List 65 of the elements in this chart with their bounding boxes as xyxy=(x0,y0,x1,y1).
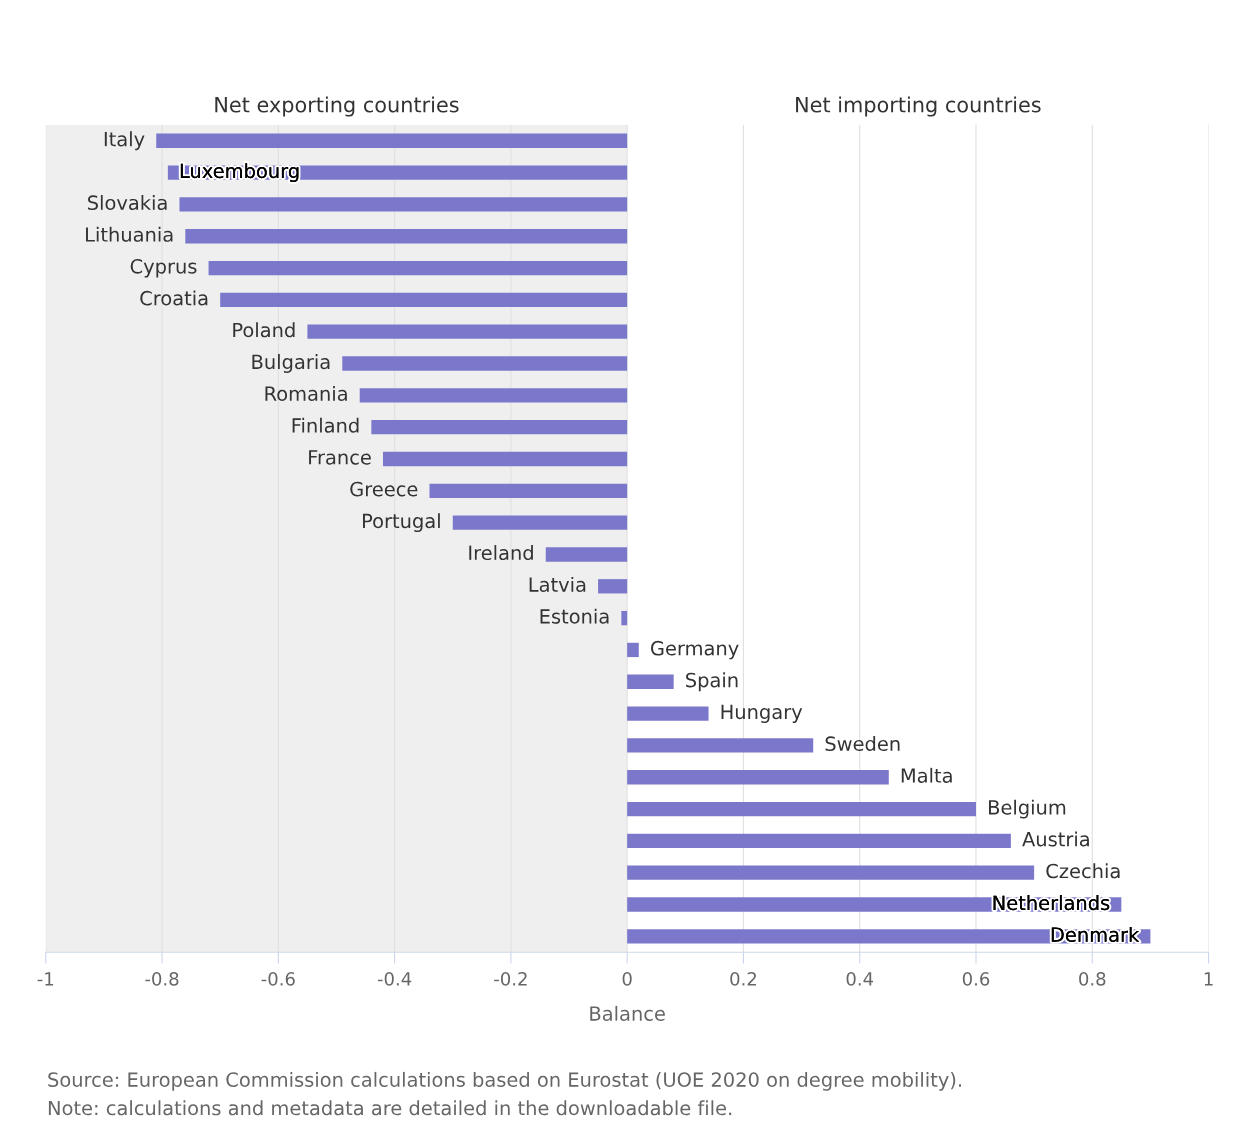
y-tick-label: Hungary xyxy=(721,704,803,723)
bar xyxy=(627,801,976,817)
text: Note: calculations and metadata are detailed in the downloadable file. xyxy=(48,1100,732,1116)
y-tick-label: Sweden xyxy=(825,736,900,752)
y-tick-label: Malta xyxy=(901,767,952,783)
y-tick-label: France xyxy=(309,450,371,465)
y-tick-label: Lithuania xyxy=(86,226,173,242)
y-tick-label: Greece xyxy=(350,481,418,497)
y-tick-label: Ireland xyxy=(469,545,533,561)
bar xyxy=(627,833,1011,849)
x-tick-label: -1 xyxy=(37,972,54,986)
y-tick-label: Bulgaria xyxy=(252,354,330,373)
x-tick-label: -0.4 xyxy=(377,972,412,986)
x-tick-label: 0 xyxy=(622,972,632,986)
y-tick-label: Spain xyxy=(686,672,738,692)
bar xyxy=(179,197,628,212)
y-tick-label: Belgium xyxy=(989,799,1066,819)
bar xyxy=(452,515,628,530)
y-tick-label: Estonia xyxy=(540,608,609,624)
bar xyxy=(371,420,628,435)
x-tick-label: -0.8 xyxy=(145,972,179,986)
source-note: Source: European Commission calculations based on Eurostat (UOE 2020 on degree mobility). xyxy=(48,1071,961,1091)
bar xyxy=(621,610,628,626)
y-tick-label: Germany xyxy=(650,640,739,660)
bar xyxy=(208,260,628,276)
y-tick-label: Finland xyxy=(292,417,359,433)
bar xyxy=(307,324,628,339)
bar xyxy=(598,579,628,594)
x-tick-label: 0.8 xyxy=(1079,972,1106,986)
y-tick-label: Cyprus xyxy=(130,258,197,278)
x-tick-label: 1 xyxy=(1204,972,1213,986)
bar xyxy=(220,292,628,308)
x-tick-label: -0.6 xyxy=(261,972,295,986)
y-tick-label: Czechia xyxy=(1046,863,1120,879)
bar xyxy=(185,229,628,244)
x-tick-label: 0.2 xyxy=(730,972,756,986)
band-label: Net exporting countries xyxy=(215,96,459,117)
bar xyxy=(627,770,889,785)
y-tick-label: Denmark xyxy=(1051,926,1140,942)
y-tick-label: Latvia xyxy=(529,576,586,592)
y-tick-label: Portugal xyxy=(363,513,440,533)
y-tick-label: Luxembourg xyxy=(180,163,299,182)
bar xyxy=(429,483,628,498)
y-tick-label: Slovakia xyxy=(88,195,167,211)
bar xyxy=(359,388,628,403)
y-tick-label: Croatia xyxy=(140,290,208,306)
bar xyxy=(627,706,709,721)
bar xyxy=(342,356,628,371)
x-tick-label: -0.2 xyxy=(494,972,527,986)
bar xyxy=(545,547,628,562)
bar xyxy=(627,738,814,753)
y-tick-label: Austria xyxy=(1022,831,1089,847)
text: Net importing countries xyxy=(796,96,1041,117)
y-tick-label: Netherlands xyxy=(993,895,1110,911)
bar xyxy=(382,451,628,467)
x-axis-title: Balance xyxy=(590,1005,665,1021)
bar xyxy=(627,865,1035,880)
bar xyxy=(627,642,639,658)
bar xyxy=(627,674,674,689)
bar xyxy=(156,133,628,148)
y-tick-label: Poland xyxy=(233,322,295,338)
x-tick-label: 0.4 xyxy=(846,972,874,986)
y-tick-label: Italy xyxy=(104,131,145,151)
x-tick-label: 0.6 xyxy=(962,972,990,986)
y-tick-label: Romania xyxy=(265,385,347,401)
